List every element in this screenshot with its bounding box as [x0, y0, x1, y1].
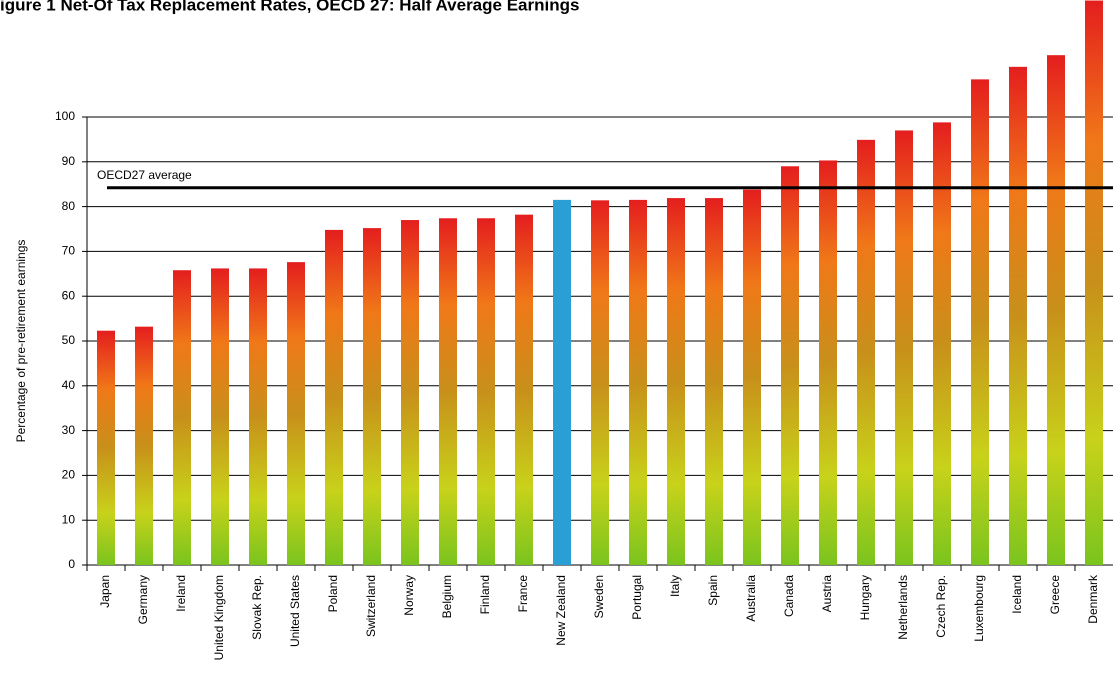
x-tick-label: Luxembourg — [972, 575, 986, 642]
bar — [553, 199, 571, 565]
x-tick-label: Sweden — [592, 575, 606, 618]
bar — [287, 262, 305, 565]
x-tick-label: Portugal — [630, 575, 644, 620]
bar — [819, 160, 837, 565]
bar — [249, 268, 267, 565]
bar — [211, 268, 229, 565]
bar — [667, 198, 685, 565]
bar — [1047, 55, 1065, 566]
y-tick-label: 30 — [62, 423, 76, 437]
y-tick-label: 0 — [68, 557, 75, 571]
bar — [743, 189, 761, 566]
x-tick-label: Slovak Rep. — [250, 575, 264, 640]
x-tick-label: Switzerland — [364, 575, 378, 637]
bar — [591, 200, 609, 565]
bar — [173, 270, 191, 565]
x-tick-label: Norway — [402, 575, 416, 616]
y-tick-label: 60 — [62, 288, 76, 302]
x-tick-label: Ireland — [174, 575, 188, 612]
x-tick-label: United Kingdom — [212, 575, 226, 660]
x-tick-label: France — [516, 575, 530, 613]
bar — [1009, 66, 1027, 565]
chart-title: igure 1 Net-Of Tax Replacement Rates, OE… — [0, 0, 579, 14]
x-tick-label: Poland — [326, 575, 340, 612]
bar — [971, 79, 989, 566]
bar — [857, 139, 875, 565]
x-tick-label: Italy — [668, 575, 682, 597]
bar — [895, 130, 913, 565]
bar — [1085, 0, 1103, 565]
bar — [97, 330, 115, 565]
x-tick-label: United States — [288, 575, 302, 647]
x-tick-label: Denmark — [1086, 574, 1100, 624]
y-tick-label: 40 — [62, 378, 76, 392]
bar — [477, 218, 495, 566]
x-tick-label: Spain — [706, 575, 720, 606]
x-tick-label: Greece — [1048, 575, 1062, 615]
x-tick-label: New Zealand — [554, 575, 568, 646]
x-tick-label: Czech Rep. — [934, 575, 948, 638]
y-tick-label: 100 — [55, 109, 75, 123]
bar — [781, 166, 799, 565]
y-tick-label: 20 — [62, 468, 76, 482]
y-tick-label: 90 — [62, 154, 76, 168]
bar — [363, 228, 381, 565]
bar — [629, 199, 647, 565]
x-tick-label: Netherlands — [896, 575, 910, 640]
x-tick-label: Australia — [744, 575, 758, 622]
bar — [401, 220, 419, 566]
x-tick-label: Germany — [136, 575, 150, 624]
x-tick-label: Iceland — [1010, 575, 1024, 614]
bar — [325, 229, 343, 565]
bar — [705, 198, 723, 565]
x-tick-label: Canada — [782, 575, 796, 617]
x-tick-label: Hungary — [858, 575, 872, 620]
y-axis-label: Percentage of pre-retirement earnings — [14, 240, 28, 443]
y-tick-label: 70 — [62, 244, 76, 258]
bar — [439, 218, 457, 566]
bar — [135, 326, 153, 565]
y-tick-label: 80 — [62, 199, 76, 213]
x-tick-label: Finland — [478, 575, 492, 614]
bar — [515, 214, 533, 565]
x-tick-label: Japan — [98, 575, 112, 608]
x-tick-label: Belgium — [440, 575, 454, 618]
x-tick-label: Austria — [820, 575, 834, 613]
bar — [933, 122, 951, 565]
average-label: OECD27 average — [97, 168, 192, 182]
y-tick-label: 50 — [62, 333, 76, 347]
y-tick-label: 10 — [62, 512, 76, 526]
